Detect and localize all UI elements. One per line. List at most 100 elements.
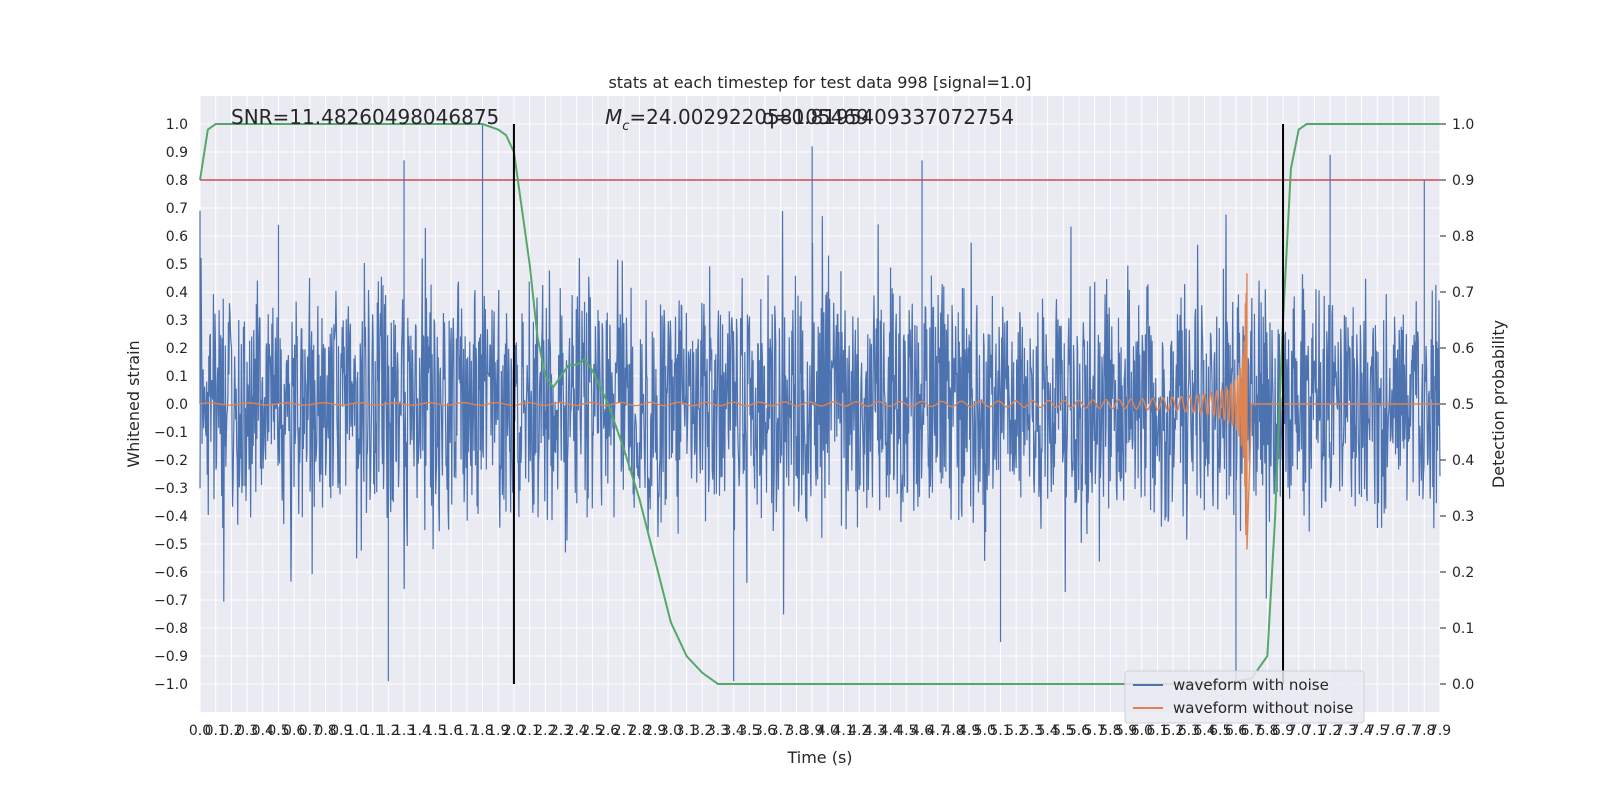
left-y-tick-label: 0.9 <box>166 145 188 161</box>
x-tick-label: 4.2 <box>848 723 870 739</box>
left-y-tick-label: 0.3 <box>166 313 188 329</box>
x-tick-label: 6.1 <box>1146 723 1168 739</box>
right-y-axis-label: Detection probability <box>1489 320 1508 488</box>
left-y-tick-label: 0.6 <box>166 229 188 245</box>
left-y-tick-label: −0.2 <box>154 453 188 469</box>
x-tick-label: 7.2 <box>1319 723 1341 739</box>
left-y-tick-label: 0.8 <box>166 173 188 189</box>
x-tick-label: 5.8 <box>1099 723 1121 739</box>
x-tick-label: 3.2 <box>691 723 713 739</box>
x-tick-label: 6.8 <box>1256 723 1278 739</box>
x-tick-label: 7.0 <box>1288 723 1310 739</box>
chirp-mass-symbol: M <box>605 105 622 129</box>
x-tick-label: 6.4 <box>1193 723 1215 739</box>
x-tick-label: 1.1 <box>362 723 384 739</box>
left-y-tick-label: 0.1 <box>166 369 188 385</box>
probability-series <box>199 123 1440 685</box>
left-y-tick-label: 0.2 <box>166 341 188 357</box>
x-tick-label: 1.8 <box>471 723 493 739</box>
x-tick-label: 4.3 <box>864 723 886 739</box>
x-tick-label: 3.5 <box>738 723 760 739</box>
x-tick-label: 4.5 <box>895 723 917 739</box>
right-y-tick-label: 0.5 <box>1452 397 1474 413</box>
overlap-annotation: q=0.8195409337072754 <box>762 105 1014 129</box>
left-y-tick-label: −0.1 <box>154 425 188 441</box>
x-tick-label: 7.9 <box>1429 723 1451 739</box>
x-tick-label: 5.3 <box>1021 723 1043 739</box>
x-tick-label: 7.8 <box>1413 723 1435 739</box>
clean-waveform-line <box>199 273 1440 550</box>
x-tick-label: 6.7 <box>1241 723 1263 739</box>
x-tick-label: 2.1 <box>518 723 540 739</box>
x-tick-label: 0.3 <box>236 723 258 739</box>
x-tick-label: 1.0 <box>346 723 368 739</box>
x-tick-label: 7.4 <box>1350 723 1372 739</box>
x-tick-label: 2.8 <box>628 723 650 739</box>
right-y-axis-ticks: 1.0 0.9 0.8 0.7 0.6 0.5 0.4 0.3 0.2 0.1 0.0 <box>1440 117 1474 693</box>
x-tick-label: 2.6 <box>597 723 619 739</box>
x-tick-label: 2.3 <box>550 723 572 739</box>
x-tick-label: 4.8 <box>942 723 964 739</box>
x-tick-label: 2.4 <box>566 723 588 739</box>
x-tick-label: 1.6 <box>440 723 462 739</box>
legend-box <box>1124 670 1365 724</box>
right-y-tick-label: 0.3 <box>1452 509 1474 525</box>
x-tick-label: 6.9 <box>1272 723 1294 739</box>
x-tick-label: 5.4 <box>1036 723 1058 739</box>
x-tick-label: 5.6 <box>1068 723 1090 739</box>
left-y-tick-label: −0.3 <box>154 481 188 497</box>
left-y-tick-label: 0.7 <box>166 201 188 217</box>
x-tick-label: 3.3 <box>707 723 729 739</box>
chirp-mass-subscript: c <box>622 119 629 134</box>
x-tick-label: 4.6 <box>911 723 933 739</box>
x-tick-label: 0.6 <box>283 723 305 739</box>
left-y-tick-label: −0.6 <box>154 565 188 581</box>
x-tick-label: 7.7 <box>1397 723 1419 739</box>
x-tick-label: 0.9 <box>330 723 352 739</box>
x-tick-label: 4.0 <box>817 723 839 739</box>
right-y-tick-label: 0.2 <box>1452 565 1474 581</box>
x-tick-label: 3.4 <box>723 723 745 739</box>
x-tick-label: 1.4 <box>409 723 431 739</box>
right-y-tick-label: 1.0 <box>1452 117 1474 133</box>
x-tick-label: 6.6 <box>1225 723 1247 739</box>
left-y-tick-label: −0.5 <box>154 537 188 553</box>
left-y-axis-ticks: 1.0 0.9 0.8 0.7 0.6 0.5 0.4 0.3 0.2 0.1 0.0 −0.1 −0.… <box>154 117 188 693</box>
x-tick-label: 5.7 <box>1084 723 1106 739</box>
chart-title: stats at each timestep for test data 998… <box>608 73 1031 92</box>
chirp-mass-annotation: Mc=24.002922058105469 <box>605 105 869 134</box>
x-tick-label: 7.1 <box>1303 723 1325 739</box>
x-tick-label: 5.1 <box>989 723 1011 739</box>
legend: waveform with noise waveform without noi… <box>1124 670 1365 724</box>
x-tick-label: 2.7 <box>613 723 635 739</box>
vertical-markers <box>512 124 1285 684</box>
x-tick-label: 4.7 <box>927 723 949 739</box>
x-tick-label: 7.3 <box>1335 723 1357 739</box>
x-tick-label: 0.5 <box>267 723 289 739</box>
x-tick-label: 6.3 <box>1178 723 1200 739</box>
left-y-tick-label: −1.0 <box>154 677 188 693</box>
left-y-tick-label: −0.8 <box>154 621 188 637</box>
legend-label-noisy: waveform with noise <box>1173 676 1329 694</box>
strain-series <box>199 124 1441 682</box>
right-y-tick-label: 0.0 <box>1452 677 1474 693</box>
x-tick-label: 6.5 <box>1209 723 1231 739</box>
x-tick-label: 7.6 <box>1382 723 1404 739</box>
x-tick-label: 5.9 <box>1115 723 1137 739</box>
x-tick-label: 1.9 <box>487 723 509 739</box>
chirp-mass-value: =24.002922058105469 <box>629 105 868 129</box>
legend-label-clean: waveform without noise <box>1173 699 1353 717</box>
x-tick-label: 0.1 <box>205 723 227 739</box>
x-tick-label: 1.3 <box>393 723 415 739</box>
right-y-tick-label: 0.9 <box>1452 173 1474 189</box>
left-y-tick-label: −0.4 <box>154 509 188 525</box>
clean-waveform-series <box>199 273 1440 550</box>
left-y-tick-label: −0.9 <box>154 649 188 665</box>
x-tick-label: 2.0 <box>503 723 525 739</box>
x-tick-label: 0.0 <box>189 723 211 739</box>
x-tick-label: 1.5 <box>424 723 446 739</box>
x-tick-label: 4.4 <box>880 723 902 739</box>
x-tick-label: 5.5 <box>1052 723 1074 739</box>
x-tick-label: 3.0 <box>660 723 682 739</box>
